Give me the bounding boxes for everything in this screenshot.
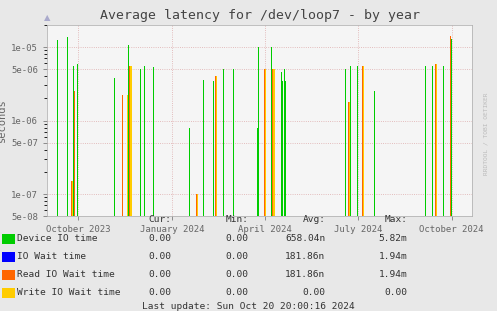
Bar: [122, 95, 123, 216]
Bar: [72, 181, 73, 216]
Text: RRDTOOL / TOBI OETIKER: RRDTOOL / TOBI OETIKER: [484, 92, 489, 175]
Bar: [345, 69, 346, 216]
Bar: [272, 69, 273, 216]
Bar: [189, 128, 190, 216]
Bar: [67, 37, 68, 216]
Bar: [153, 67, 154, 216]
Bar: [128, 45, 129, 216]
Text: Avg:: Avg:: [303, 215, 326, 224]
Text: Write IO Wait time: Write IO Wait time: [17, 288, 121, 297]
Bar: [432, 66, 433, 216]
Text: 0.00: 0.00: [149, 270, 171, 279]
Text: 0.00: 0.00: [149, 252, 171, 261]
Bar: [284, 69, 285, 216]
Bar: [216, 76, 217, 216]
Text: 1.94m: 1.94m: [379, 270, 408, 279]
Bar: [78, 64, 79, 216]
Bar: [443, 66, 444, 216]
Text: Last update: Sun Oct 20 20:00:16 2024: Last update: Sun Oct 20 20:00:16 2024: [142, 302, 355, 311]
Text: 0.00: 0.00: [226, 288, 248, 297]
Bar: [450, 36, 451, 216]
Text: 0.00: 0.00: [149, 234, 171, 243]
Bar: [140, 69, 141, 216]
Bar: [196, 194, 197, 216]
Bar: [74, 91, 76, 216]
Bar: [362, 66, 363, 216]
Bar: [357, 66, 358, 216]
Bar: [129, 66, 131, 216]
Text: 658.04n: 658.04n: [285, 234, 326, 243]
Bar: [130, 66, 132, 216]
Text: IO Wait time: IO Wait time: [17, 252, 86, 261]
Bar: [265, 69, 266, 216]
Bar: [435, 64, 436, 216]
Text: ▲: ▲: [44, 13, 51, 22]
Bar: [258, 47, 259, 216]
Text: 0.00: 0.00: [303, 288, 326, 297]
Bar: [285, 81, 286, 216]
Bar: [215, 76, 216, 216]
Text: Max:: Max:: [385, 215, 408, 224]
Bar: [71, 181, 72, 216]
Bar: [223, 69, 225, 216]
Bar: [264, 69, 265, 216]
Bar: [350, 66, 351, 216]
Bar: [282, 81, 283, 216]
Text: 0.00: 0.00: [226, 270, 248, 279]
Title: Average latency for /dev/loop7 - by year: Average latency for /dev/loop7 - by year: [100, 9, 419, 22]
Bar: [273, 69, 274, 216]
Text: 181.86n: 181.86n: [285, 270, 326, 279]
Text: 181.86n: 181.86n: [285, 252, 326, 261]
Text: 0.00: 0.00: [385, 288, 408, 297]
Bar: [271, 47, 272, 216]
Bar: [203, 80, 204, 216]
Bar: [144, 66, 145, 216]
Bar: [424, 66, 426, 216]
Text: Read IO Wait time: Read IO Wait time: [17, 270, 115, 279]
Bar: [114, 78, 115, 216]
Bar: [363, 66, 364, 216]
Bar: [436, 64, 437, 216]
Y-axis label: seconds: seconds: [0, 99, 7, 142]
Bar: [349, 102, 350, 216]
Text: 0.00: 0.00: [226, 234, 248, 243]
Text: Cur:: Cur:: [149, 215, 171, 224]
Text: 1.94m: 1.94m: [379, 252, 408, 261]
Bar: [257, 128, 258, 216]
Text: Device IO time: Device IO time: [17, 234, 98, 243]
Bar: [348, 102, 349, 216]
Bar: [57, 40, 58, 216]
Bar: [233, 69, 234, 216]
Bar: [127, 95, 128, 216]
Bar: [197, 194, 198, 216]
Text: 0.00: 0.00: [149, 288, 171, 297]
Text: Min:: Min:: [226, 215, 248, 224]
Bar: [374, 91, 375, 216]
Bar: [451, 39, 452, 216]
Text: 5.82m: 5.82m: [379, 234, 408, 243]
Bar: [73, 66, 75, 216]
Bar: [213, 81, 214, 216]
Text: 0.00: 0.00: [226, 252, 248, 261]
Bar: [281, 72, 282, 216]
